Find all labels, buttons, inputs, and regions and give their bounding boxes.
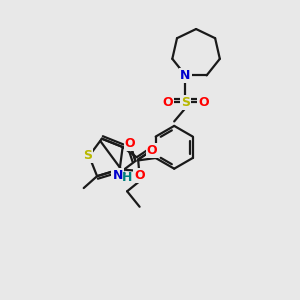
Text: O: O [134, 169, 145, 182]
Text: O: O [147, 144, 158, 157]
Text: O: O [162, 96, 173, 109]
Text: O: O [125, 136, 135, 150]
Text: O: O [198, 96, 208, 109]
Text: S: S [83, 149, 92, 162]
Text: H: H [122, 171, 133, 184]
Text: S: S [181, 96, 190, 109]
Text: N: N [112, 169, 123, 182]
Text: N: N [180, 69, 191, 82]
